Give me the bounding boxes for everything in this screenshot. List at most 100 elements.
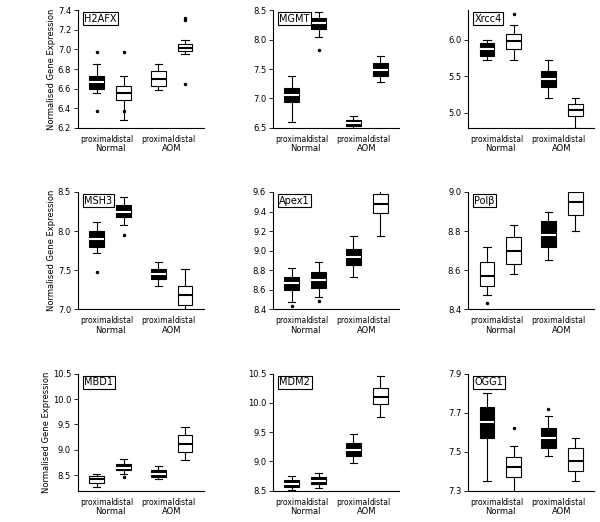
Text: Normal: Normal xyxy=(485,507,515,516)
PathPatch shape xyxy=(178,286,193,305)
PathPatch shape xyxy=(568,448,583,471)
PathPatch shape xyxy=(373,194,388,213)
PathPatch shape xyxy=(89,477,104,483)
Text: Apex1: Apex1 xyxy=(280,196,310,206)
Text: proximal: proximal xyxy=(532,497,565,507)
Text: proximal: proximal xyxy=(532,316,565,325)
Text: Normal: Normal xyxy=(485,144,515,153)
PathPatch shape xyxy=(373,63,388,76)
Text: Polβ: Polβ xyxy=(475,196,495,206)
Text: MGMT: MGMT xyxy=(280,14,310,24)
PathPatch shape xyxy=(151,268,166,279)
PathPatch shape xyxy=(479,407,494,438)
Text: AOM: AOM xyxy=(162,507,181,516)
Text: proximal: proximal xyxy=(80,316,113,325)
PathPatch shape xyxy=(284,480,299,487)
Y-axis label: Normalised Gene Expression: Normalised Gene Expression xyxy=(47,8,56,129)
Text: Normal: Normal xyxy=(95,507,125,516)
Text: distal: distal xyxy=(113,497,134,507)
Text: distal: distal xyxy=(308,135,329,144)
PathPatch shape xyxy=(479,43,494,56)
Text: distal: distal xyxy=(113,135,134,144)
PathPatch shape xyxy=(346,248,361,265)
Text: distal: distal xyxy=(175,135,196,144)
Text: proximal: proximal xyxy=(142,497,175,507)
Text: AOM: AOM xyxy=(357,144,377,153)
Text: distal: distal xyxy=(565,497,586,507)
Text: proximal: proximal xyxy=(275,497,308,507)
PathPatch shape xyxy=(373,388,388,404)
Text: AOM: AOM xyxy=(552,326,572,335)
PathPatch shape xyxy=(284,88,299,102)
PathPatch shape xyxy=(568,104,583,116)
PathPatch shape xyxy=(506,237,521,264)
PathPatch shape xyxy=(151,470,166,477)
PathPatch shape xyxy=(89,76,104,89)
Text: AOM: AOM xyxy=(552,144,572,153)
Text: Normal: Normal xyxy=(95,326,125,335)
Text: AOM: AOM xyxy=(552,507,572,516)
Text: proximal: proximal xyxy=(80,135,113,144)
PathPatch shape xyxy=(506,457,521,477)
PathPatch shape xyxy=(311,272,326,288)
Text: Normal: Normal xyxy=(485,326,515,335)
Text: distal: distal xyxy=(565,135,586,144)
Text: Normal: Normal xyxy=(290,507,320,516)
Text: distal: distal xyxy=(370,316,391,325)
Text: proximal: proximal xyxy=(142,316,175,325)
PathPatch shape xyxy=(116,86,131,100)
Text: proximal: proximal xyxy=(337,316,370,325)
Text: distal: distal xyxy=(565,316,586,325)
PathPatch shape xyxy=(541,221,556,247)
Text: proximal: proximal xyxy=(337,135,370,144)
Text: distal: distal xyxy=(370,135,391,144)
PathPatch shape xyxy=(568,192,583,216)
Text: distal: distal xyxy=(503,497,524,507)
PathPatch shape xyxy=(541,428,556,448)
Text: proximal: proximal xyxy=(80,497,113,507)
Text: OGG1: OGG1 xyxy=(475,377,503,387)
Text: proximal: proximal xyxy=(532,135,565,144)
PathPatch shape xyxy=(284,277,299,290)
Text: proximal: proximal xyxy=(470,316,503,325)
Text: H2AFX: H2AFX xyxy=(84,14,117,24)
Text: distal: distal xyxy=(113,316,134,325)
Text: proximal: proximal xyxy=(275,135,308,144)
Text: proximal: proximal xyxy=(275,316,308,325)
Y-axis label: Normalised Gene Expression: Normalised Gene Expression xyxy=(42,372,51,493)
Text: proximal: proximal xyxy=(470,135,503,144)
PathPatch shape xyxy=(479,262,494,286)
Text: Normal: Normal xyxy=(290,326,320,335)
PathPatch shape xyxy=(89,231,104,247)
Y-axis label: Normalised Gene Expression: Normalised Gene Expression xyxy=(47,190,56,311)
Text: AOM: AOM xyxy=(357,326,377,335)
PathPatch shape xyxy=(541,71,556,87)
Text: distal: distal xyxy=(308,497,329,507)
PathPatch shape xyxy=(311,18,326,29)
Text: MBD1: MBD1 xyxy=(84,377,113,387)
PathPatch shape xyxy=(346,443,361,456)
Text: proximal: proximal xyxy=(470,497,503,507)
Text: distal: distal xyxy=(175,497,196,507)
PathPatch shape xyxy=(178,435,193,453)
Text: distal: distal xyxy=(370,497,391,507)
Text: distal: distal xyxy=(308,316,329,325)
PathPatch shape xyxy=(116,464,131,470)
Text: AOM: AOM xyxy=(162,326,181,335)
Text: distal: distal xyxy=(503,135,524,144)
Text: MSH3: MSH3 xyxy=(84,196,112,206)
PathPatch shape xyxy=(506,34,521,49)
Text: distal: distal xyxy=(503,316,524,325)
Text: AOM: AOM xyxy=(162,144,181,153)
PathPatch shape xyxy=(346,120,361,126)
Text: proximal: proximal xyxy=(337,497,370,507)
Text: Xrcc4: Xrcc4 xyxy=(475,14,502,24)
Text: MDM2: MDM2 xyxy=(280,377,310,387)
PathPatch shape xyxy=(151,71,166,86)
PathPatch shape xyxy=(116,205,131,217)
PathPatch shape xyxy=(178,44,193,52)
Text: Normal: Normal xyxy=(95,144,125,153)
Text: Normal: Normal xyxy=(290,144,320,153)
Text: distal: distal xyxy=(175,316,196,325)
Text: AOM: AOM xyxy=(357,507,377,516)
